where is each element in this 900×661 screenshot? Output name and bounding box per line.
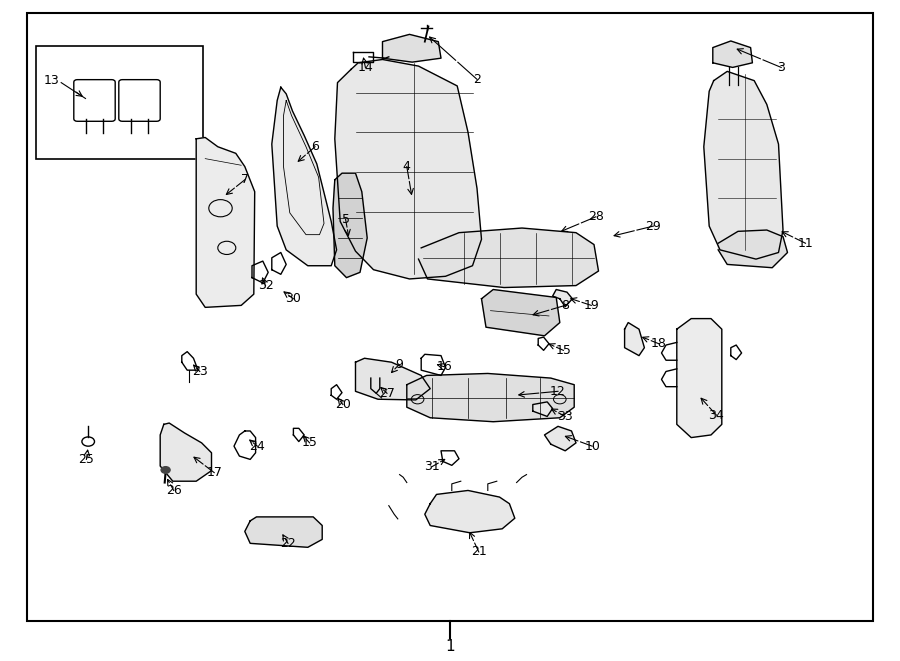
Polygon shape (553, 290, 572, 307)
Text: 21: 21 (471, 545, 487, 559)
Polygon shape (625, 323, 644, 356)
Text: 1: 1 (446, 639, 454, 654)
Polygon shape (425, 490, 515, 533)
Text: 28: 28 (588, 210, 604, 223)
Text: 10: 10 (584, 440, 600, 453)
Text: 7: 7 (241, 173, 248, 186)
Polygon shape (677, 319, 722, 438)
Text: 3: 3 (778, 61, 785, 74)
Circle shape (161, 467, 170, 473)
Text: 15: 15 (302, 436, 318, 449)
Text: 9: 9 (395, 358, 402, 371)
Text: 17: 17 (206, 466, 222, 479)
Text: 16: 16 (436, 360, 453, 373)
Polygon shape (356, 358, 430, 400)
Text: 29: 29 (645, 219, 662, 233)
Polygon shape (544, 426, 576, 451)
Polygon shape (335, 59, 482, 279)
Text: 32: 32 (257, 279, 274, 292)
Text: 2: 2 (473, 73, 481, 86)
Text: 14: 14 (357, 61, 374, 74)
Text: 8: 8 (562, 299, 569, 312)
Polygon shape (196, 137, 255, 307)
Polygon shape (533, 402, 553, 416)
Text: 19: 19 (583, 299, 599, 312)
Text: 12: 12 (550, 385, 566, 398)
Text: 22: 22 (280, 537, 296, 550)
Text: 13: 13 (43, 74, 59, 87)
Polygon shape (407, 373, 574, 422)
Text: 15: 15 (555, 344, 572, 357)
Text: 30: 30 (285, 292, 302, 305)
Text: 18: 18 (651, 337, 667, 350)
Polygon shape (418, 228, 598, 288)
Text: 26: 26 (166, 484, 182, 497)
Text: 34: 34 (708, 408, 725, 422)
Polygon shape (333, 173, 367, 278)
Polygon shape (704, 71, 783, 259)
Polygon shape (718, 230, 788, 268)
Text: 33: 33 (557, 410, 573, 423)
Polygon shape (713, 41, 752, 67)
Text: 5: 5 (342, 213, 349, 226)
Text: 25: 25 (78, 453, 94, 466)
Bar (36, 46, 202, 159)
Polygon shape (160, 423, 212, 481)
Polygon shape (382, 34, 441, 62)
Text: 4: 4 (403, 160, 410, 173)
Text: 27: 27 (379, 387, 395, 400)
Polygon shape (482, 290, 560, 336)
Text: 20: 20 (335, 398, 351, 411)
Polygon shape (272, 87, 337, 266)
Text: 23: 23 (192, 365, 208, 378)
Polygon shape (245, 517, 322, 547)
Text: 31: 31 (424, 460, 440, 473)
Text: 6: 6 (311, 140, 319, 153)
Text: 24: 24 (249, 440, 266, 453)
Text: 11: 11 (797, 237, 814, 250)
